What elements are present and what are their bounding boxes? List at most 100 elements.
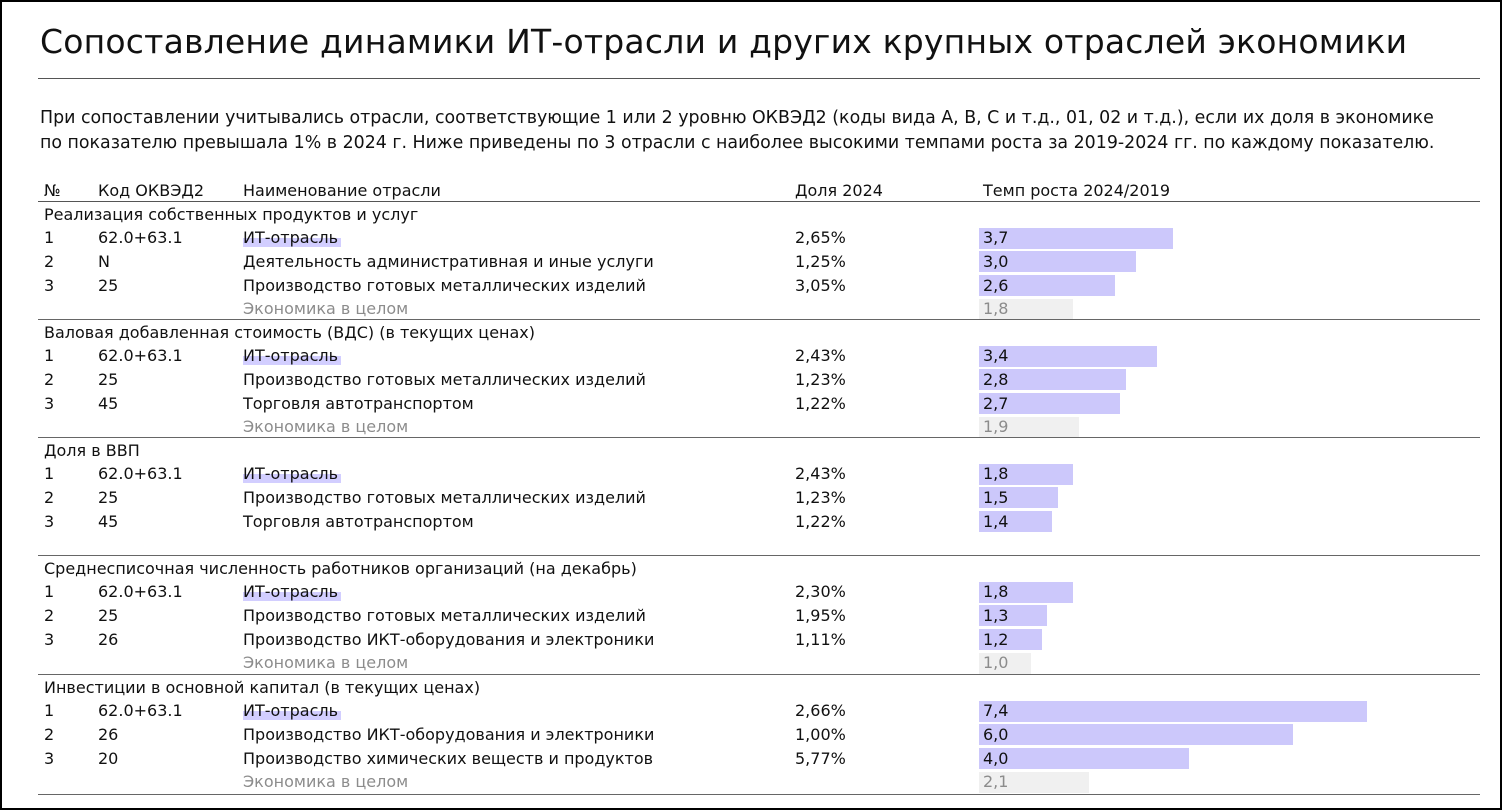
growth-label: 1,8 bbox=[983, 299, 1009, 319]
row-share: 3,05% bbox=[795, 275, 846, 295]
description-line-2: по показателю превышала 1% в 2024 г. Ниж… bbox=[40, 133, 1435, 153]
row-code: 62.0+63.1 bbox=[98, 701, 183, 720]
section-title: Среднесписочная численность работников о… bbox=[44, 559, 637, 578]
economy-label: Экономика в целом bbox=[243, 771, 408, 793]
row-num: 2 bbox=[44, 605, 55, 625]
growth-label: 1,0 bbox=[983, 653, 1009, 673]
industry-label: Торговля автотранспортом bbox=[243, 511, 474, 531]
row-code: 26 bbox=[98, 724, 119, 744]
row-industry-name: ИТ-отрасль bbox=[243, 463, 342, 485]
row-code: 25 bbox=[98, 487, 119, 507]
row-industry-name: ИТ-отрасль bbox=[243, 700, 342, 722]
row-industry-name: ИТ-отрасль bbox=[243, 227, 342, 249]
section-divider bbox=[38, 319, 1480, 320]
header-divider bbox=[38, 201, 1480, 202]
industry-label: Торговля автотранспортом bbox=[243, 393, 474, 413]
row-num: 1 bbox=[44, 346, 55, 365]
economy-label: Экономика в целом bbox=[243, 652, 408, 674]
row-share: 1,11% bbox=[795, 629, 846, 649]
industry-label: Производство готовых металлических издел… bbox=[243, 605, 646, 625]
growth-label: 3,4 bbox=[983, 346, 1009, 365]
row-share: 1,95% bbox=[795, 605, 846, 625]
row-share: 5,77% bbox=[795, 748, 846, 768]
growth-bar bbox=[979, 463, 1074, 485]
industry-label: Экономика в целом bbox=[243, 417, 409, 437]
row-num: 1 bbox=[44, 228, 55, 247]
row-code: 25 bbox=[98, 275, 119, 295]
row-code: 62.0+63.1 bbox=[98, 582, 183, 601]
row-num: 1 bbox=[44, 464, 55, 483]
growth-bar bbox=[979, 700, 1367, 722]
row-industry-name: ИТ-отрасль bbox=[243, 581, 342, 603]
row-num: 2 bbox=[44, 251, 55, 271]
row-share: 1,23% bbox=[795, 369, 846, 389]
it-industry-label: ИТ-отрасль bbox=[243, 701, 342, 720]
growth-bar bbox=[979, 345, 1158, 367]
row-num: 3 bbox=[44, 275, 55, 295]
growth-label: 3,7 bbox=[983, 228, 1009, 247]
header-share: Доля 2024 bbox=[795, 181, 883, 200]
row-code: 25 bbox=[98, 369, 119, 389]
row-share: 1,23% bbox=[795, 487, 846, 507]
growth-bar bbox=[979, 393, 1121, 415]
growth-label: 3,0 bbox=[983, 251, 1009, 271]
header-name: Наименование отрасли bbox=[243, 181, 441, 200]
row-share: 1,22% bbox=[795, 393, 846, 413]
section-title: Валовая добавленная стоимость (ВДС) (в т… bbox=[44, 323, 536, 342]
row-industry-name: Производство ИКТ-оборудования и электрон… bbox=[243, 724, 654, 746]
economy-growth-bar bbox=[979, 771, 1090, 793]
industry-label: Производство готовых металлических издел… bbox=[243, 369, 646, 389]
growth-bar bbox=[979, 629, 1042, 651]
industry-label: Экономика в целом bbox=[243, 653, 409, 673]
section-divider bbox=[38, 437, 1480, 438]
row-num: 2 bbox=[44, 724, 55, 744]
row-num: 3 bbox=[44, 393, 55, 413]
row-industry-name: Производство ИКТ-оборудования и электрон… bbox=[243, 629, 654, 651]
economy-growth-bar bbox=[979, 416, 1079, 438]
growth-label: 6,0 bbox=[983, 724, 1009, 744]
row-share: 2,66% bbox=[795, 701, 846, 720]
growth-bar bbox=[979, 724, 1294, 746]
header-code: Код ОКВЭД2 bbox=[98, 181, 205, 200]
row-share: 1,25% bbox=[795, 251, 846, 271]
economy-growth-bar bbox=[979, 652, 1032, 674]
section-divider bbox=[38, 674, 1480, 675]
row-share: 2,65% bbox=[795, 228, 846, 247]
description: При сопоставлении учитывались отрасли, с… bbox=[40, 106, 1480, 156]
row-share: 2,43% bbox=[795, 346, 846, 365]
growth-label: 1,5 bbox=[983, 487, 1009, 507]
row-code: 45 bbox=[98, 511, 119, 531]
growth-bar bbox=[979, 487, 1058, 509]
economy-label: Экономика в целом bbox=[243, 298, 408, 320]
row-industry-name: Производство химических веществ и продук… bbox=[243, 748, 653, 770]
row-share: 1,22% bbox=[795, 511, 846, 531]
growth-label: 4,0 bbox=[983, 748, 1009, 768]
industry-label: Экономика в целом bbox=[243, 299, 409, 319]
growth-bar bbox=[979, 748, 1189, 770]
growth-label: 1,9 bbox=[983, 417, 1009, 437]
growth-bar bbox=[979, 581, 1074, 603]
row-industry-name: Производство готовых металлических издел… bbox=[243, 275, 646, 297]
row-code: N bbox=[98, 251, 110, 271]
growth-bar bbox=[979, 227, 1173, 249]
row-industry-name: Производство готовых металлических издел… bbox=[243, 605, 646, 627]
industry-label: Экономика в целом bbox=[243, 772, 409, 792]
it-industry-label: ИТ-отрасль bbox=[243, 582, 342, 601]
growth-bar bbox=[979, 251, 1137, 273]
row-num: 3 bbox=[44, 511, 55, 531]
bottom-divider bbox=[38, 794, 1480, 795]
row-code: 25 bbox=[98, 605, 119, 625]
row-share: 2,43% bbox=[795, 464, 846, 483]
growth-label: 7,4 bbox=[983, 701, 1009, 720]
economy-growth-bar bbox=[979, 298, 1074, 320]
growth-label: 2,8 bbox=[983, 369, 1009, 389]
row-code: 62.0+63.1 bbox=[98, 464, 183, 483]
growth-label: 1,8 bbox=[983, 464, 1009, 483]
row-industry-name: Торговля автотранспортом bbox=[243, 511, 474, 533]
section-title: Инвестиции в основной капитал (в текущих… bbox=[44, 678, 481, 697]
row-industry-name: Торговля автотранспортом bbox=[243, 393, 474, 415]
header-num: № bbox=[44, 181, 61, 200]
growth-label: 1,2 bbox=[983, 629, 1009, 649]
row-share: 2,30% bbox=[795, 582, 846, 601]
